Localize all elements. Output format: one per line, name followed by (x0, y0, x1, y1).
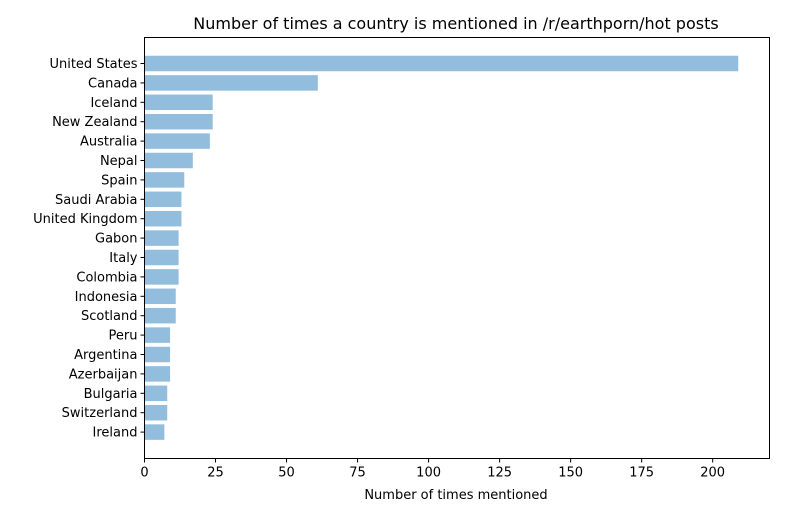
y-tick-label: United States (49, 57, 137, 72)
x-tick-label: 100 (416, 466, 441, 481)
x-tick-label: 125 (487, 466, 512, 481)
bar (144, 210, 182, 227)
bar (144, 230, 179, 246)
y-tick-label: Colombia (76, 270, 137, 285)
bar (144, 55, 739, 72)
y-tick-label: Peru (109, 329, 138, 344)
y-tick-label: Bulgaria (84, 387, 138, 402)
x-tick-label: 150 (558, 466, 583, 481)
y-tick-label: Scotland (81, 309, 138, 324)
bar (144, 75, 318, 91)
y-tick-label: Indonesia (75, 290, 138, 305)
y-tick-label: United Kingdom (33, 212, 137, 227)
bar (144, 366, 171, 382)
x-tick-label: 175 (629, 466, 654, 481)
x-ticks-group: 0 25 50 75 100 125 150 175 200 (140, 458, 725, 481)
bar (144, 404, 168, 421)
bar (144, 385, 168, 402)
y-tick-label: New Zealand (52, 115, 137, 130)
y-tick-label: Canada (88, 76, 137, 91)
bar (144, 172, 185, 188)
x-tick-label: 0 (140, 466, 148, 481)
bar (144, 346, 171, 363)
y-tick-label: Azerbaijan (69, 367, 138, 382)
x-tick-label: 75 (349, 466, 366, 481)
y-tick-label: Nepal (100, 154, 138, 169)
y-tick-label: Italy (109, 251, 138, 266)
x-tick-label: 50 (278, 466, 295, 481)
y-tick-label: Australia (80, 135, 138, 150)
plot-frame (144, 37, 770, 459)
bars-group (144, 55, 739, 440)
bar (144, 133, 210, 149)
chart-title: Number of times a country is mentioned i… (193, 14, 718, 33)
y-tick-label: Argentina (74, 348, 137, 363)
bar (144, 94, 213, 111)
bar (144, 424, 165, 440)
bar (144, 152, 193, 169)
bar (144, 269, 179, 285)
y-tick-label: Gabon (95, 232, 138, 247)
y-tick-label: Iceland (90, 96, 137, 111)
x-axis-label: Number of times mentioned (364, 488, 547, 503)
y-tick-label: Ireland (93, 426, 138, 441)
bar (144, 307, 176, 324)
y-tick-label: Saudi Arabia (55, 193, 138, 208)
y-tick-label: Spain (101, 173, 137, 188)
bar (144, 327, 171, 343)
bar (144, 191, 182, 208)
x-tick-label: 25 (207, 466, 224, 481)
x-tick-label: 200 (700, 466, 725, 481)
y-tick-labels: United States Canada Iceland New Zealand Aus… (33, 57, 145, 441)
bar (144, 113, 213, 130)
bar (144, 249, 179, 266)
bar (144, 288, 176, 305)
y-tick-label: Switzerland (62, 406, 138, 421)
